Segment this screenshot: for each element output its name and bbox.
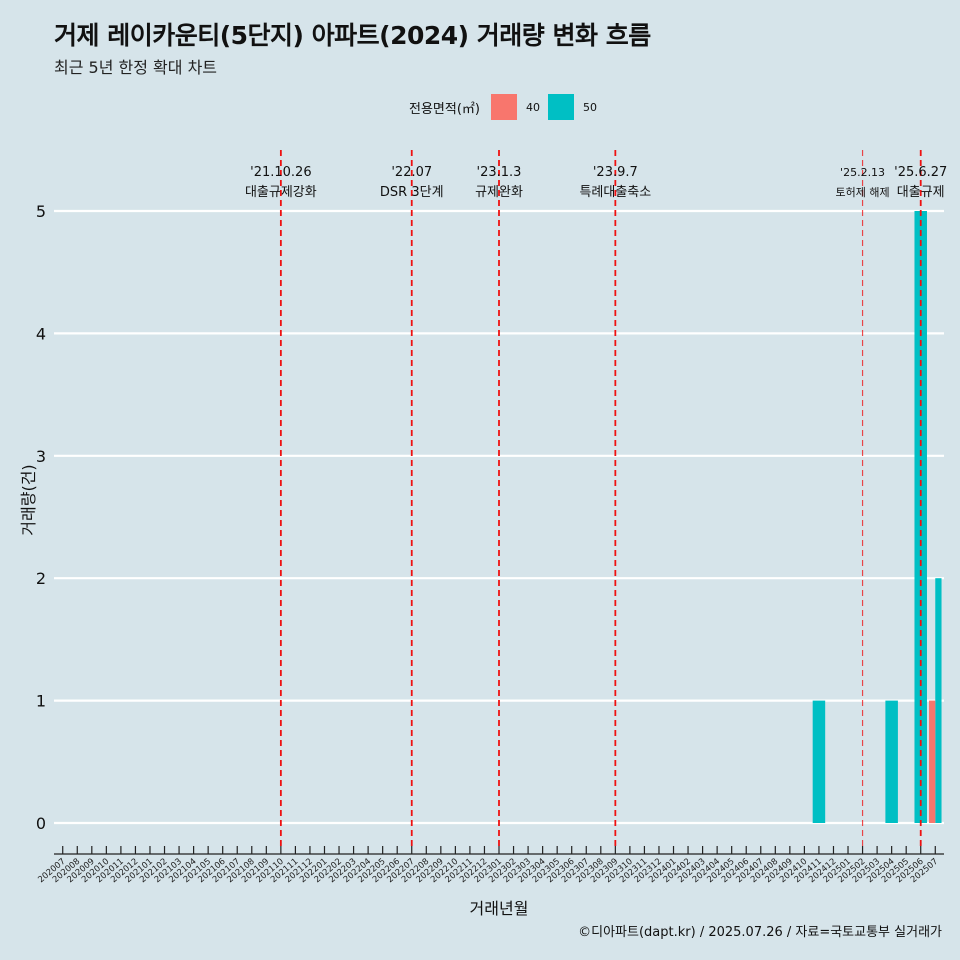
x-axis-title: 거래년월 [470,899,529,918]
chart-title: 거제 레이카운티(5단지) 아파트(2024) 거래량 변화 흐름 [54,21,651,50]
event-label: 규제완화 [475,185,523,200]
bar-40-202507 [929,700,936,823]
event-label: 대출규제강화 [245,185,317,200]
bar-50-202506 [914,211,927,823]
y-axis-title: 거래량(건) [19,464,38,535]
event-label: 토허제 해제 [836,185,890,199]
event-date: '25.6.27 [894,165,947,180]
legend-label: 50 [583,101,597,114]
y-tick-label: 4 [36,324,46,343]
y-tick-label: 0 [36,814,46,833]
event-date: '25.2.13 [840,166,885,179]
event-date: '21.10.26 [250,165,311,180]
bar-50-202507 [935,578,942,823]
y-tick-label: 3 [36,447,46,466]
event-label: 대출규제 [897,185,945,200]
legend-swatch [491,94,517,120]
event-label: 특례대출축소 [579,185,651,200]
legend-swatch [548,94,574,120]
event-date: '23.1.3 [477,165,522,180]
legend-label: 40 [526,101,540,114]
legend-title: 전용면적(㎡) [409,102,480,117]
y-tick-label: 2 [36,569,46,588]
bar-50-202504 [885,700,898,823]
bar-50-202411 [812,700,826,823]
event-label: DSR 3단계 [380,185,444,200]
y-tick-label: 5 [36,202,46,221]
chart-subtitle: 최근 5년 한정 확대 차트 [54,58,218,77]
y-tick-label: 1 [36,692,46,711]
source-caption: ©디아파트(dapt.kr) / 2025.07.26 / 자료=국토교통부 실… [578,925,942,940]
event-date: '22.07 [391,165,432,180]
event-date: '23.9.7 [593,165,638,180]
